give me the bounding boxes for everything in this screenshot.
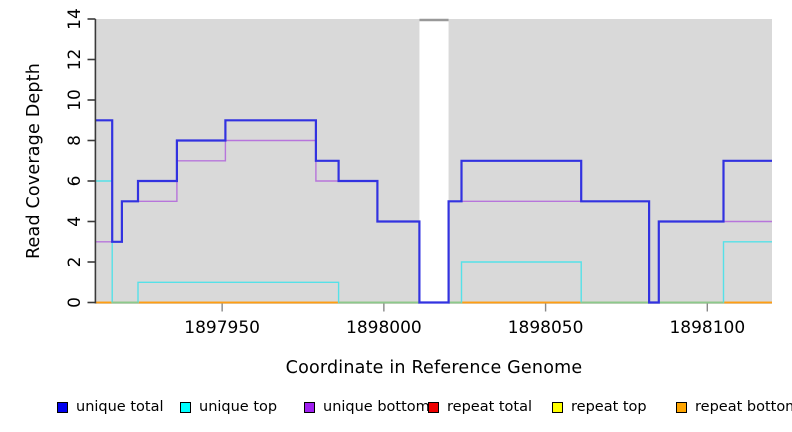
svg-text:0: 0 xyxy=(65,297,85,308)
svg-text:6: 6 xyxy=(65,176,85,187)
y-axis-title: Read Coverage Depth xyxy=(24,62,44,260)
svg-text:4: 4 xyxy=(65,216,85,227)
svg-text:8: 8 xyxy=(65,135,85,146)
svg-text:12: 12 xyxy=(65,49,85,71)
svg-text:1898000: 1898000 xyxy=(346,318,422,338)
svg-text:2: 2 xyxy=(65,257,85,268)
svg-text:14: 14 xyxy=(65,8,85,30)
svg-text:1898100: 1898100 xyxy=(669,318,745,338)
x-axis-title: Coordinate in Reference Genome xyxy=(285,358,583,378)
svg-text:1897950: 1897950 xyxy=(184,318,260,338)
svg-text:1898050: 1898050 xyxy=(508,318,584,338)
svg-text:10: 10 xyxy=(65,89,85,111)
